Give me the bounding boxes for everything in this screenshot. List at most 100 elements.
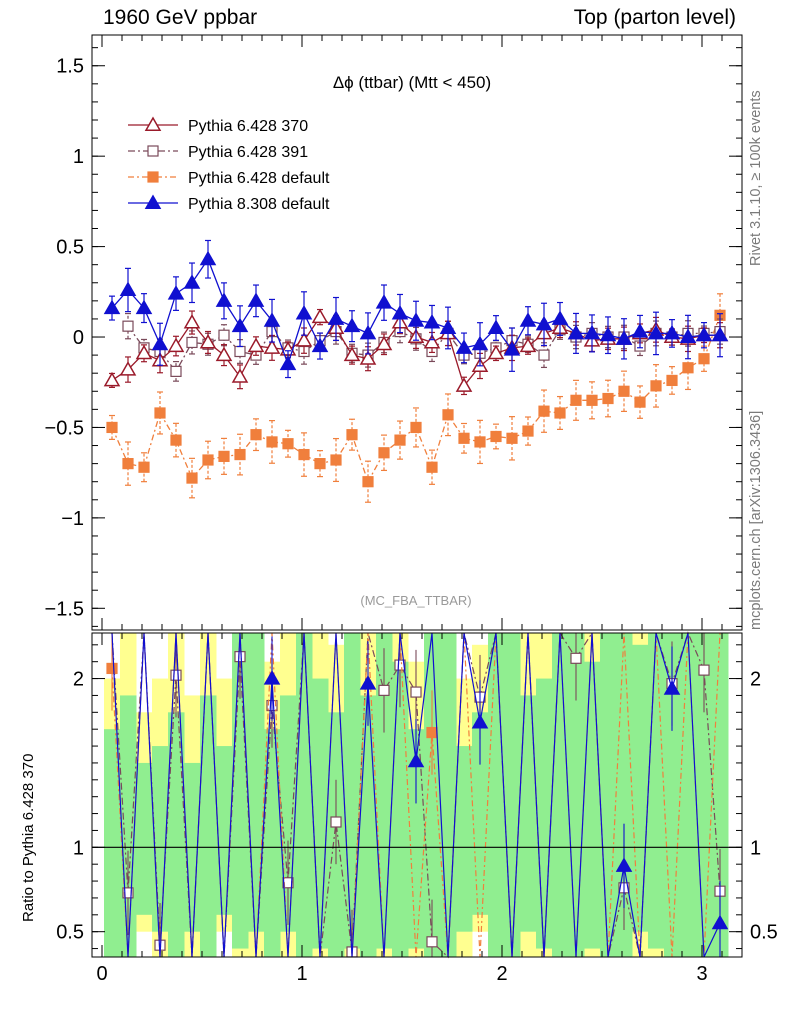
data-point bbox=[698, 353, 710, 365]
ratio-point bbox=[426, 936, 438, 948]
data-point bbox=[711, 326, 729, 342]
ratio-point bbox=[570, 652, 582, 664]
y-tick-label-right: 1 bbox=[750, 837, 761, 859]
data-point bbox=[426, 461, 438, 473]
data-point bbox=[570, 394, 582, 406]
data-point bbox=[567, 324, 585, 340]
data-point bbox=[682, 362, 694, 374]
data-point bbox=[135, 344, 153, 360]
data-point bbox=[247, 292, 265, 307]
uncertainty-band-inner bbox=[648, 633, 665, 949]
x-tick-label: 2 bbox=[496, 963, 507, 985]
header-left-label: 1960 GeV ppbar bbox=[103, 6, 258, 29]
data-point bbox=[282, 438, 294, 450]
data-point bbox=[455, 377, 473, 392]
data-point bbox=[506, 432, 518, 444]
data-point bbox=[679, 328, 697, 344]
uncertainty-band-inner bbox=[392, 661, 409, 957]
ratio-point bbox=[106, 662, 118, 675]
ratio-point bbox=[471, 713, 489, 729]
legend-label: Pythia 6.428 391 bbox=[188, 144, 308, 161]
data-point bbox=[186, 336, 198, 349]
legend-label: Pythia 8.308 default bbox=[188, 196, 330, 213]
data-point bbox=[250, 429, 262, 441]
uncertainty-band-inner bbox=[440, 633, 457, 957]
data-point bbox=[362, 476, 374, 488]
ratio-point bbox=[394, 659, 406, 671]
uncertainty-band-inner bbox=[520, 695, 537, 932]
y-tick-label: 0 bbox=[73, 327, 84, 349]
data-point bbox=[423, 333, 441, 349]
data-point bbox=[247, 337, 265, 353]
y-tick-label: 1.5 bbox=[56, 56, 84, 78]
data-point bbox=[583, 324, 601, 340]
data-point bbox=[343, 346, 361, 362]
data-point bbox=[215, 346, 233, 362]
data-point bbox=[231, 317, 249, 333]
ratio-point bbox=[263, 670, 281, 685]
y-tick-label: −0.5 bbox=[45, 417, 84, 439]
data-point bbox=[471, 335, 489, 351]
data-point bbox=[522, 425, 534, 437]
data-point bbox=[343, 317, 361, 333]
legend-marker bbox=[147, 145, 159, 157]
uncertainty-band-inner bbox=[536, 678, 553, 949]
data-point bbox=[170, 434, 182, 446]
data-point bbox=[167, 285, 185, 300]
data-point bbox=[615, 330, 633, 345]
data-point bbox=[375, 294, 393, 309]
ratio-plot-panel: 0.5 1 2 0.5 1 2 0 1 2 3 bbox=[56, 631, 778, 985]
data-point bbox=[279, 355, 297, 371]
ratio-point bbox=[330, 816, 342, 828]
data-point bbox=[551, 310, 569, 325]
data-point bbox=[503, 341, 521, 356]
data-point bbox=[359, 324, 377, 340]
uncertainty-band-inner bbox=[168, 712, 185, 957]
data-point bbox=[103, 299, 121, 315]
data-point bbox=[170, 365, 182, 377]
ratio-point bbox=[698, 664, 710, 676]
series-pythia-6-428-default bbox=[106, 293, 726, 503]
legend-marker bbox=[147, 171, 159, 183]
data-point bbox=[359, 350, 377, 365]
uncertainty-band-inner bbox=[488, 633, 505, 957]
data-point bbox=[295, 332, 313, 347]
data-point bbox=[183, 314, 201, 329]
data-point bbox=[519, 312, 537, 327]
data-point bbox=[135, 299, 153, 315]
data-point bbox=[119, 281, 137, 296]
data-point bbox=[263, 312, 281, 327]
data-point bbox=[154, 407, 166, 419]
data-point bbox=[106, 421, 118, 434]
legend-label: Pythia 6.428 370 bbox=[188, 118, 308, 135]
data-point bbox=[458, 432, 470, 444]
data-point bbox=[439, 319, 457, 334]
data-point bbox=[407, 312, 425, 327]
analysis-watermark: (MC_FBA_TTBAR) bbox=[360, 593, 471, 608]
ratio-point bbox=[711, 914, 729, 930]
y-tick-label-right: 2 bbox=[750, 669, 761, 691]
data-point bbox=[487, 344, 505, 360]
panel-frame bbox=[91, 632, 743, 958]
data-point bbox=[103, 371, 121, 387]
data-point bbox=[167, 337, 185, 353]
data-point bbox=[234, 448, 246, 461]
uncertainty-band-inner bbox=[264, 729, 281, 957]
uncertainty-band-inner bbox=[200, 695, 217, 957]
uncertainty-band-inner bbox=[504, 633, 521, 957]
x-tick-label: 3 bbox=[696, 963, 707, 985]
data-point bbox=[554, 407, 566, 419]
data-point bbox=[666, 374, 678, 387]
data-point bbox=[474, 436, 486, 448]
y-tick-label: 1 bbox=[73, 837, 84, 859]
data-point bbox=[298, 448, 310, 461]
series-pythia-8-308-default bbox=[103, 239, 729, 379]
data-point bbox=[647, 324, 665, 340]
uncertainty-band-inner bbox=[584, 661, 601, 949]
uncertainty-band-inner bbox=[632, 644, 649, 932]
legend-marker bbox=[144, 194, 162, 209]
uncertainty-band-inner bbox=[616, 633, 633, 957]
ratio-point bbox=[378, 684, 390, 696]
data-point bbox=[234, 345, 246, 358]
ratio-point bbox=[122, 887, 134, 899]
